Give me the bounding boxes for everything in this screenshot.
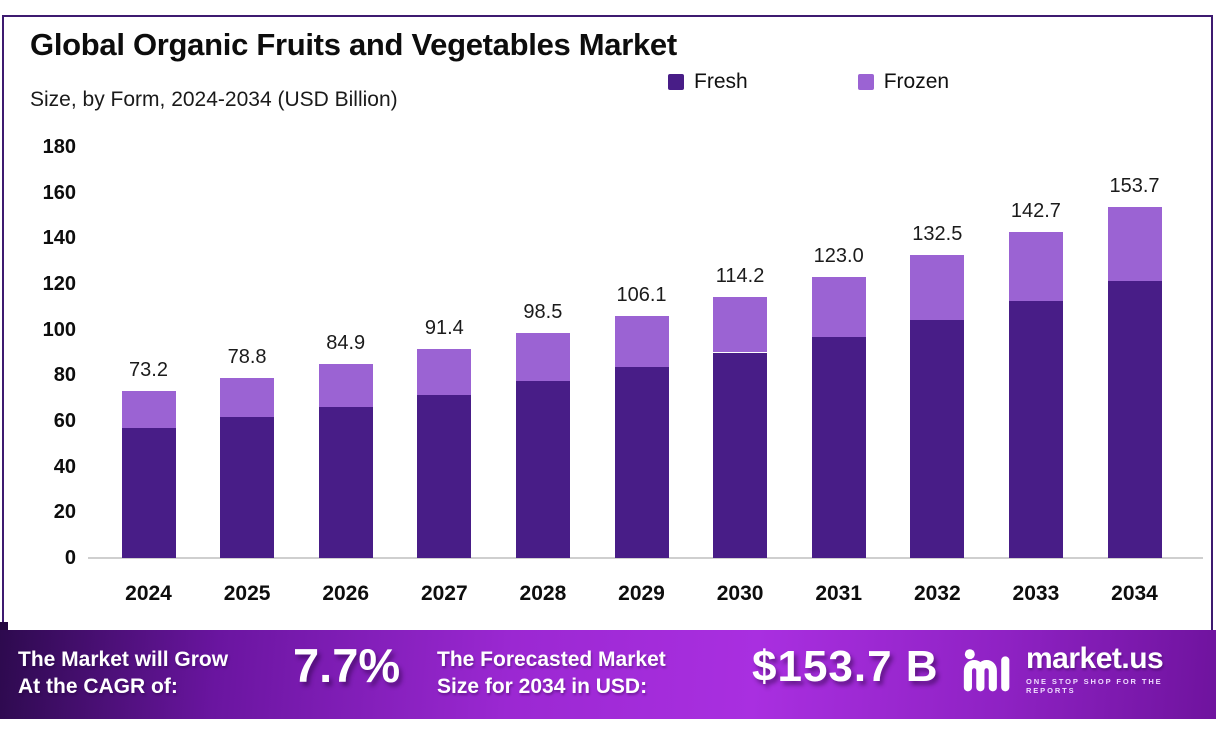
bar-segment-fresh-2024 bbox=[121, 427, 176, 558]
bar-segment-fresh-2031 bbox=[811, 336, 866, 558]
bar-segment-frozen-2029 bbox=[614, 315, 669, 368]
y-axis-tick-140: 140 bbox=[42, 227, 76, 250]
legend: Fresh Frozen bbox=[668, 70, 949, 94]
bar-total-label-2033: 142.7 bbox=[1010, 200, 1061, 223]
x-axis-label-2028: 2028 bbox=[519, 582, 567, 605]
bar-segment-fresh-2034 bbox=[1107, 281, 1162, 558]
legend-label-fresh: Fresh bbox=[694, 70, 748, 93]
chart-title: Global Organic Fruits and Vegetables Mar… bbox=[30, 27, 677, 62]
forecast-label-line2: Size for 2034 in USD: bbox=[437, 675, 648, 698]
bar-total-label-2028: 98.5 bbox=[523, 301, 563, 324]
brand-tagline: ONE STOP SHOP FOR THE REPORTS bbox=[1025, 677, 1163, 695]
bar-segment-fresh-2027 bbox=[417, 394, 472, 558]
bar-segment-frozen-2027 bbox=[417, 349, 472, 395]
x-axis-label-2025: 2025 bbox=[223, 582, 271, 605]
legend-item-fresh: Fresh bbox=[668, 70, 748, 94]
x-axis-label-2026: 2026 bbox=[322, 582, 370, 605]
x-axis-label-2030: 2030 bbox=[716, 582, 764, 605]
y-axis-tick-160: 160 bbox=[42, 181, 76, 204]
bar-total-label-2026: 84.9 bbox=[326, 332, 366, 355]
footer-banner bbox=[0, 630, 1216, 719]
market-us-logo-mark-icon bbox=[963, 648, 1010, 691]
bar-segment-fresh-2033 bbox=[1008, 300, 1063, 558]
bar-segment-frozen-2032 bbox=[910, 255, 965, 320]
y-axis-tick-20: 20 bbox=[53, 501, 76, 524]
bar-total-label-2031: 123.0 bbox=[813, 245, 864, 268]
bar-segment-fresh-2032 bbox=[910, 319, 965, 558]
y-axis-tick-40: 40 bbox=[53, 455, 76, 478]
cagr-label-line2: At the CAGR of: bbox=[18, 675, 178, 698]
cagr-label-line1: The Market will Grow bbox=[18, 648, 229, 671]
brand-name: market.us bbox=[1025, 642, 1164, 675]
bar-segment-frozen-2025 bbox=[220, 378, 275, 418]
bar-segment-fresh-2029 bbox=[614, 367, 669, 558]
y-axis-tick-180: 180 bbox=[42, 136, 76, 158]
bar-segment-frozen-2028 bbox=[515, 333, 570, 382]
forecast-label-line1: The Forecasted Market bbox=[437, 648, 666, 671]
bar-segment-frozen-2033 bbox=[1008, 232, 1063, 301]
cagr-label: The Market will Grow At the CAGR of: bbox=[18, 646, 228, 700]
x-axis-label-2031: 2031 bbox=[815, 582, 863, 605]
forecast-value: $153.7 B bbox=[752, 642, 939, 691]
y-axis-tick-60: 60 bbox=[53, 410, 76, 432]
bar-segment-fresh-2025 bbox=[220, 417, 275, 558]
bar-total-label-2025: 78.8 bbox=[227, 346, 267, 369]
legend-label-frozen: Frozen bbox=[883, 70, 950, 93]
x-axis-label-2033: 2033 bbox=[1012, 582, 1060, 605]
bar-total-label-2034: 153.7 bbox=[1109, 175, 1160, 198]
bar-segment-fresh-2028 bbox=[515, 381, 570, 558]
fresh-color-swatch bbox=[668, 74, 684, 90]
x-axis-label-2027: 2027 bbox=[420, 582, 468, 605]
bar-segment-frozen-2034 bbox=[1107, 207, 1162, 282]
bar-segment-fresh-2030 bbox=[713, 352, 768, 558]
y-axis-tick-80: 80 bbox=[53, 364, 76, 387]
frozen-color-swatch bbox=[857, 74, 874, 90]
bar-total-label-2027: 91.4 bbox=[424, 317, 464, 340]
x-axis-label-2024: 2024 bbox=[125, 582, 172, 605]
bar-total-label-2030: 114.2 bbox=[715, 265, 765, 288]
chart-subtitle: Size, by Form, 2024-2034 (USD Billion) bbox=[30, 88, 398, 111]
bar-total-label-2029: 106.1 bbox=[616, 283, 667, 306]
y-axis-tick-0: 0 bbox=[64, 547, 76, 569]
bar-segment-fresh-2026 bbox=[318, 406, 373, 558]
legend-item-frozen: Frozen bbox=[857, 70, 950, 94]
bar-segment-frozen-2030 bbox=[713, 297, 768, 353]
bar-segment-frozen-2031 bbox=[811, 277, 866, 337]
y-axis-tick-120: 120 bbox=[42, 273, 76, 295]
bar-segment-frozen-2026 bbox=[318, 364, 373, 407]
cagr-value: 7.7% bbox=[293, 639, 401, 692]
x-axis-line bbox=[88, 557, 1203, 559]
y-axis-tick-100: 100 bbox=[42, 318, 76, 341]
bar-segment-frozen-2024 bbox=[121, 390, 176, 428]
brand-logo: market.us ONE STOP SHOP FOR THE REPORTS bbox=[962, 644, 1216, 695]
bar-total-label-2024: 73.2 bbox=[129, 358, 168, 381]
x-axis-label-2034: 2034 bbox=[1111, 582, 1158, 605]
x-axis-label-2032: 2032 bbox=[913, 582, 961, 605]
x-axis-label-2029: 2029 bbox=[618, 582, 665, 605]
forecast-label: The Forecasted Market Size for 2034 in U… bbox=[437, 646, 666, 700]
bar-total-label-2032: 132.5 bbox=[912, 223, 963, 246]
